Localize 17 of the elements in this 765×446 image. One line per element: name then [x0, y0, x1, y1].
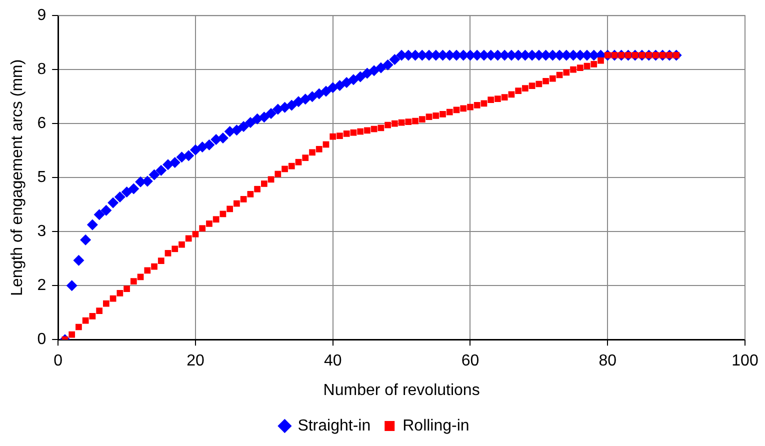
x-tick-label: 60 — [461, 352, 480, 370]
y-tick-label: 3 — [37, 223, 46, 240]
x-tick-label: 20 — [186, 352, 204, 370]
legend-label: Straight-in — [298, 417, 371, 434]
x-tick-label: 100 — [732, 352, 758, 370]
x-tick-label: 80 — [598, 352, 617, 370]
x-tick-label: 0 — [54, 352, 63, 370]
x-axis-title: Number of revolutions — [323, 382, 480, 399]
y-tick-label: 8 — [37, 61, 46, 78]
y-tick-label: 6 — [37, 115, 46, 132]
x-tick-label: 40 — [324, 352, 342, 370]
y-axis-title: Length of engagement arcs (mm) — [9, 59, 26, 296]
y-tick-label: 9 — [37, 7, 46, 24]
y-tick-label: 5 — [37, 169, 46, 186]
y-tick-label: 2 — [37, 277, 46, 294]
legend-label: Rolling-in — [402, 417, 470, 434]
y-tick-label: 0 — [37, 331, 46, 348]
